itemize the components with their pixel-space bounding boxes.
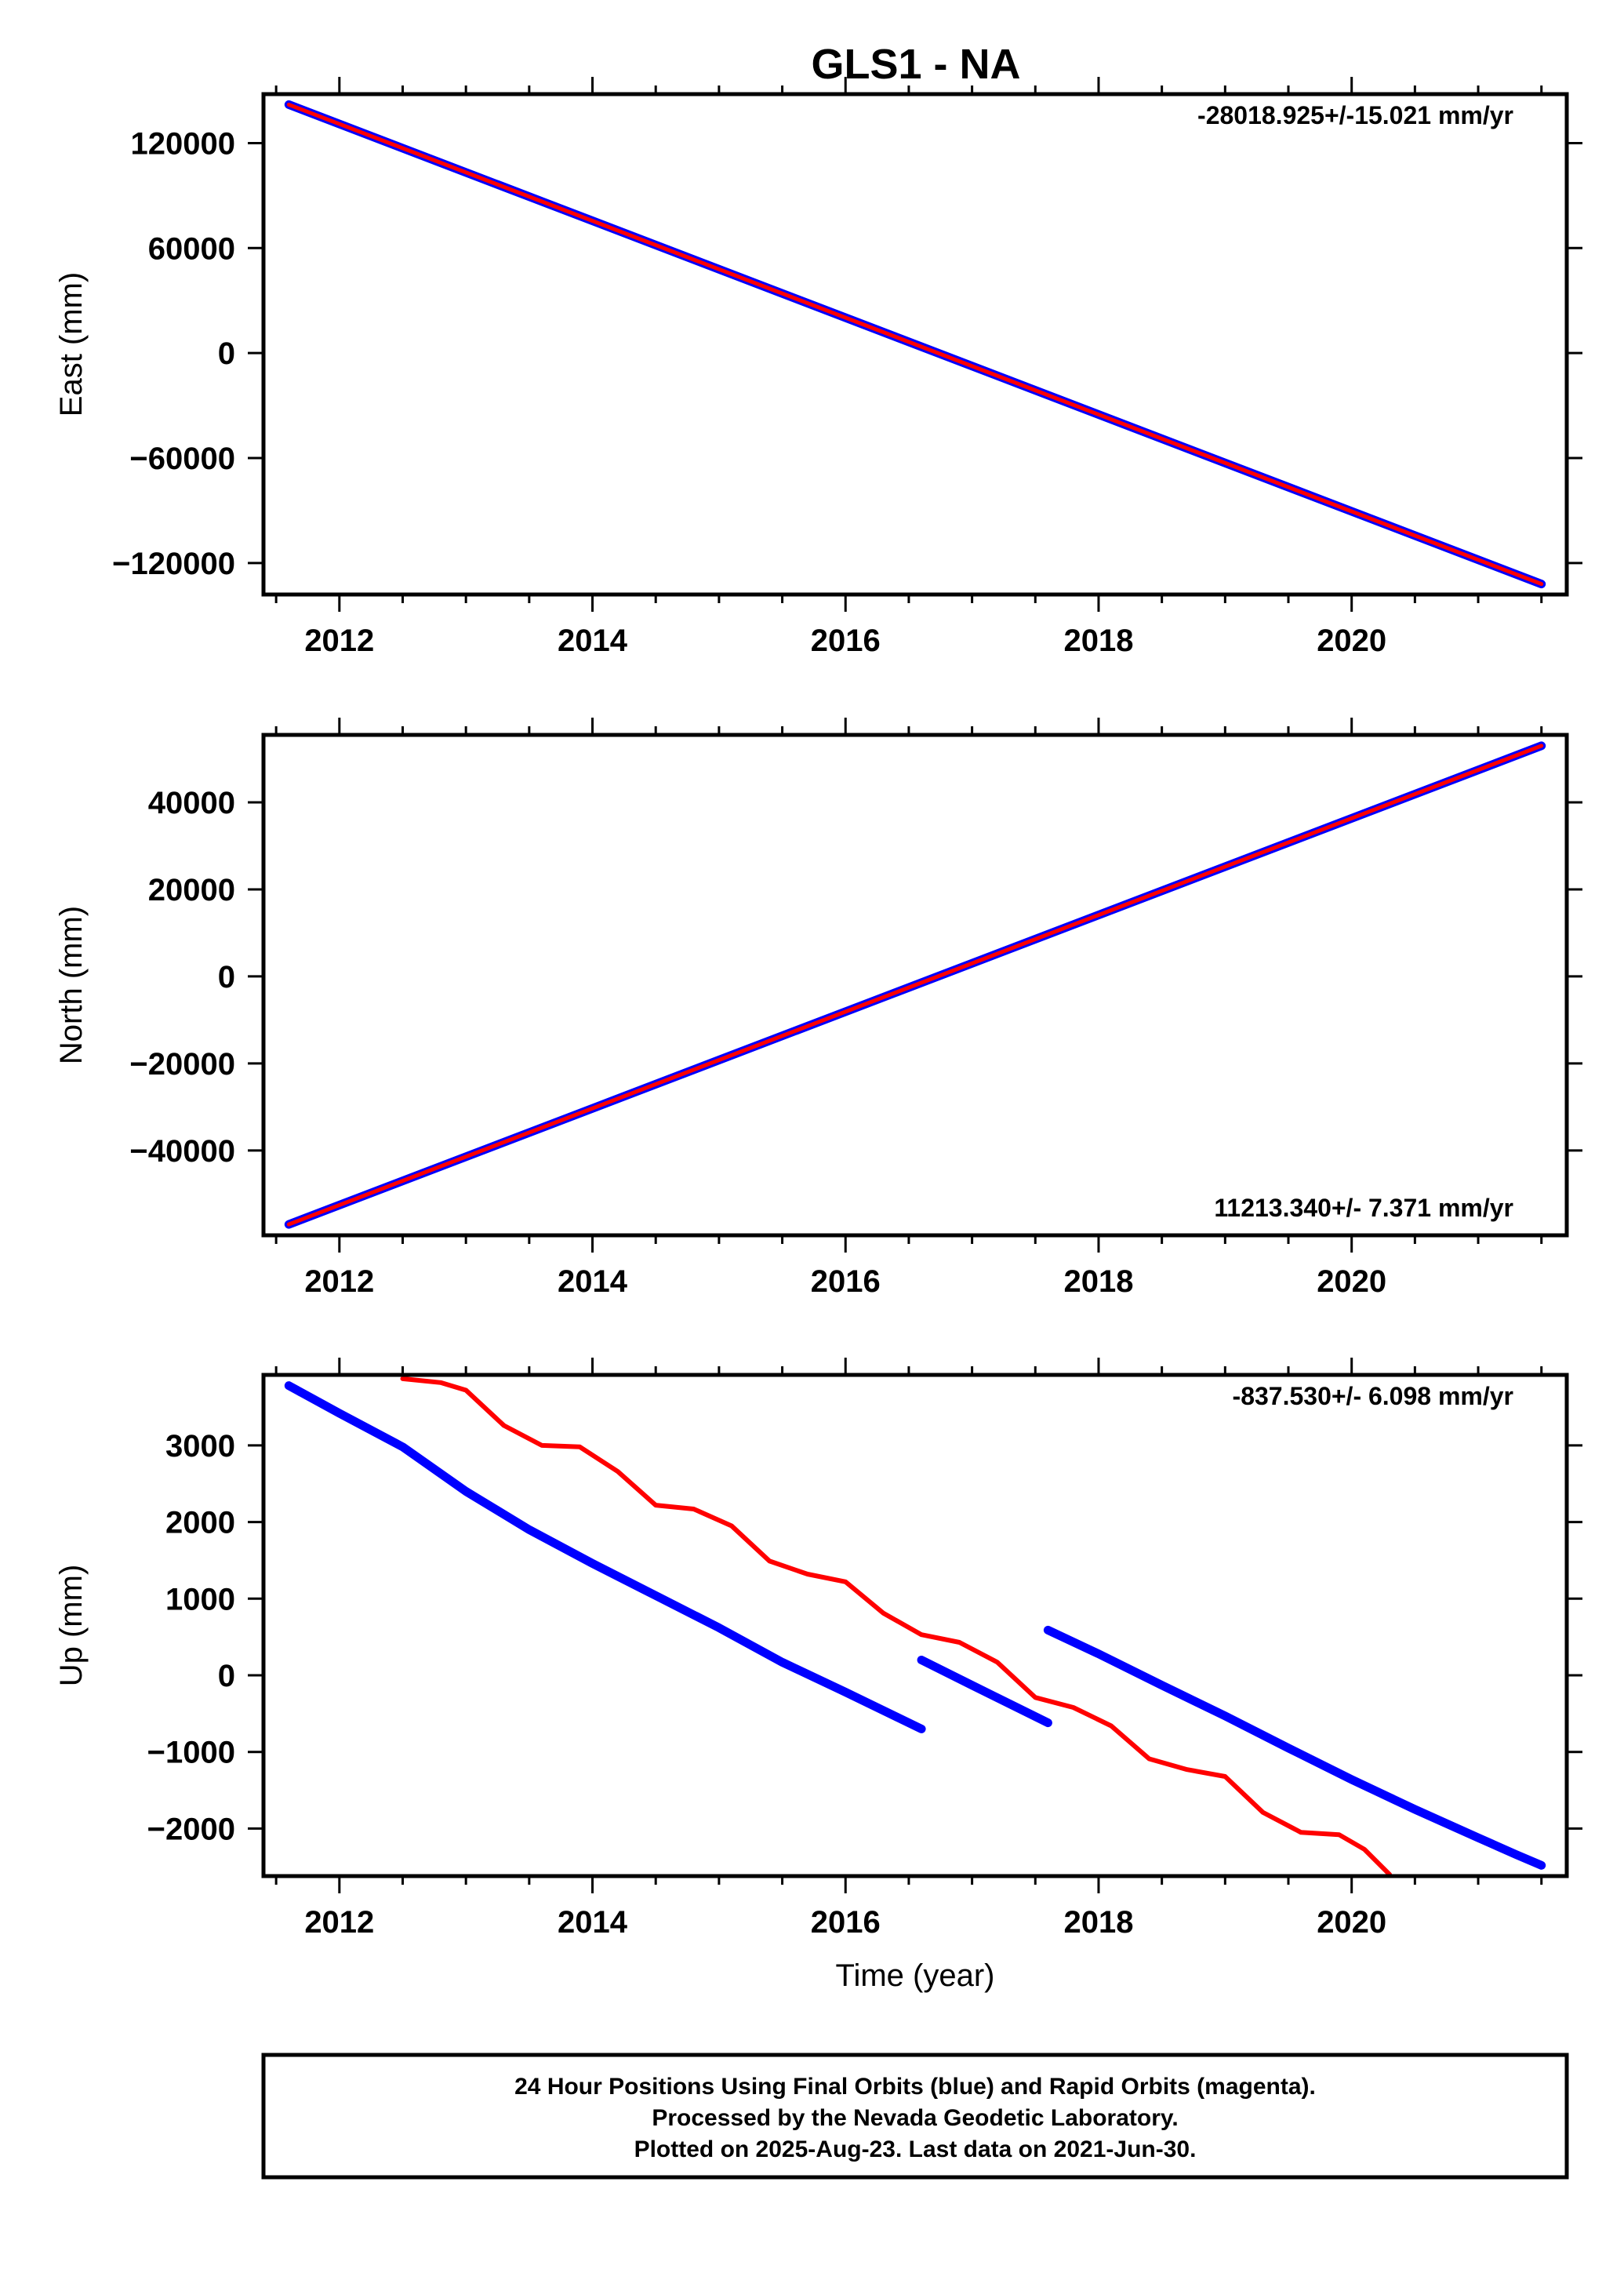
x-tick-label: 2020 [1317, 624, 1386, 658]
caption-line-3: Plotted on 2025-Aug-23. Last data on 202… [634, 2136, 1197, 2162]
x-tick-label: 2018 [1063, 1264, 1133, 1299]
plot-frame [261, 733, 1569, 1238]
final-orbit-series-line [1043, 1625, 1546, 1870]
up-panel: 2012 2014 2016 2018 2020 3000 2000 1000 0 −1000 −2… [54, 1358, 1582, 1993]
y-axis-label: East (mm) [54, 272, 89, 416]
rapid-orbit-series-line [286, 102, 1544, 587]
y-tick-label: −2000 [147, 1812, 235, 1846]
plot-frame [261, 1373, 1569, 1878]
x-tick-label: 2012 [304, 624, 374, 658]
rate-annotation: -28018.925+/-15.021 mm/yr [1197, 101, 1513, 129]
caption-line-2: Processed by the Nevada Geodetic Laborat… [652, 2105, 1178, 2131]
y-tick-label: 0 [218, 336, 235, 371]
y-tick-label: −40000 [129, 1134, 235, 1169]
x-tick-label: 2014 [558, 1264, 628, 1299]
x-tick-label: 2012 [304, 1905, 374, 1940]
rapid-orbit-series-line [400, 1376, 1393, 1876]
x-tick-label: 2018 [1063, 624, 1133, 658]
x-axis-label: Time (year) [836, 1958, 995, 1993]
y-tick-label: −120000 [112, 547, 235, 581]
y-tick-label: 0 [218, 1659, 235, 1693]
x-tick-label: 2014 [558, 1905, 628, 1940]
caption-line-1: 24 Hour Positions Using Final Orbits (bl… [514, 2074, 1316, 2100]
y-axis-label: Up (mm) [54, 1565, 89, 1687]
final-orbit-series-line [284, 1381, 926, 1733]
y-tick-label: 120000 [131, 126, 235, 161]
data-layer [284, 741, 1546, 1229]
rate-annotation: -837.530+/- 6.098 mm/yr [1233, 1382, 1513, 1410]
y-tick-label: 3000 [165, 1429, 235, 1464]
y-tick-label: 40000 [148, 786, 235, 820]
y-tick-label: 2000 [165, 1506, 235, 1540]
x-tick-label: 2012 [304, 1264, 374, 1299]
data-layer [284, 1376, 1546, 1876]
final-orbit-series-line [917, 1656, 1052, 1728]
rate-annotation: 11213.340+/- 7.371 mm/yr [1214, 1194, 1513, 1222]
x-tick-label: 2020 [1317, 1905, 1386, 1940]
y-tick-label: −1000 [147, 1736, 235, 1770]
y-tick-label: −60000 [129, 442, 235, 476]
rapid-orbit-series-line [286, 744, 1544, 1227]
y-tick-label: 20000 [148, 873, 235, 907]
figure-title: GLS1 - NA [811, 41, 1020, 88]
plot-frame [261, 92, 1569, 597]
y-tick-label: 60000 [148, 231, 235, 266]
x-tick-label: 2020 [1317, 1264, 1386, 1299]
y-tick-label: 0 [218, 960, 235, 995]
caption-box: 24 Hour Positions Using Final Orbits (bl… [261, 2053, 1569, 2180]
y-axis-label: North (mm) [54, 906, 89, 1064]
x-tick-label: 2016 [811, 624, 881, 658]
x-tick-label: 2014 [558, 624, 628, 658]
x-tick-label: 2016 [811, 1264, 881, 1299]
east-panel: 2012 2014 2016 2018 2020 120000 60000 0 −60000 −1… [54, 77, 1582, 658]
north-panel: 2012 2014 2016 2018 2020 40000 20000 0 −20000 −40… [54, 718, 1582, 1299]
y-tick-label: 1000 [165, 1582, 235, 1616]
x-tick-label: 2016 [811, 1905, 881, 1940]
y-tick-label: −20000 [129, 1047, 235, 1082]
x-tick-label: 2018 [1063, 1905, 1133, 1940]
data-layer [284, 100, 1546, 589]
